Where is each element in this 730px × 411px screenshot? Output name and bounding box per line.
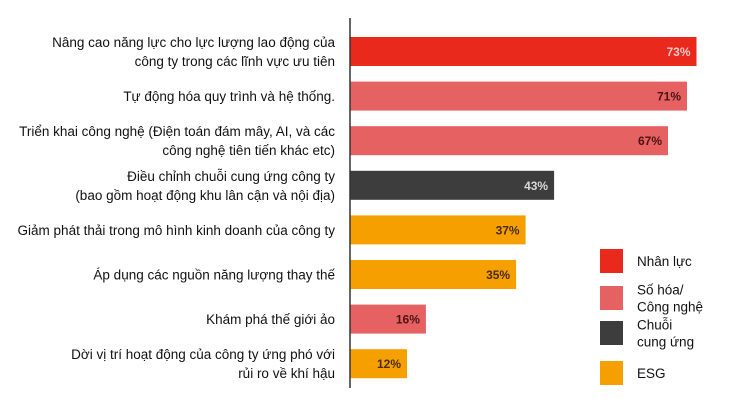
data-label-8: 12% bbox=[377, 357, 401, 371]
data-label-5: 37% bbox=[496, 223, 520, 237]
bar-4 bbox=[350, 170, 555, 200]
bars-group: 73% 71% 67% 43% 37% 35% 16% 12% bbox=[350, 37, 697, 379]
legend-swatch-chuoi bbox=[600, 321, 623, 345]
bar-2 bbox=[350, 81, 687, 111]
legend-label-esg: ESG bbox=[637, 366, 666, 381]
data-label-4: 43% bbox=[524, 179, 548, 193]
bar-3 bbox=[350, 126, 668, 156]
data-label-6: 35% bbox=[486, 268, 510, 282]
data-label-7: 16% bbox=[396, 313, 420, 327]
category-label-5: Giảm phát thải trong mô hình kinh doanh … bbox=[18, 223, 336, 238]
category-label-1: Nâng cao năng lực cho lực lượng lao động… bbox=[52, 35, 335, 69]
category-labels: Nâng cao năng lực cho lực lượng lao động… bbox=[18, 35, 336, 381]
bar-8 bbox=[350, 349, 407, 379]
category-label-4: Điều chỉnh chuỗi cung ứng công ty (bao gồ… bbox=[75, 169, 335, 203]
category-label-3: Triển khai công nghệ (Điện toán đám mây,… bbox=[19, 124, 335, 158]
legend-label-chuoi: Chuỗi cung ứng bbox=[637, 318, 694, 350]
legend-label-so_hoa: Số hóa/Công nghệ bbox=[637, 283, 703, 315]
data-label-1: 73% bbox=[666, 45, 690, 59]
data-label-2: 71% bbox=[657, 90, 681, 104]
bar-7 bbox=[350, 304, 426, 334]
legend-swatch-nhan_luc bbox=[600, 249, 623, 273]
bar-1 bbox=[350, 37, 697, 66]
legend-swatch-esg bbox=[600, 361, 623, 385]
bar-5 bbox=[350, 215, 526, 245]
legend-swatch-so_hoa bbox=[600, 286, 623, 310]
category-label-8: Dời vị trí hoạt động của công ty ứng phó… bbox=[71, 347, 335, 381]
category-label-7: Khám phá thế giới ảo bbox=[206, 312, 335, 327]
category-label-2: Tự động hóa quy trình và hệ thống. bbox=[123, 89, 335, 104]
category-label-6: Áp dụng các nguồn năng lượng thay thế bbox=[93, 268, 335, 283]
bar-6 bbox=[350, 260, 517, 289]
data-label-3: 67% bbox=[638, 134, 662, 148]
legend-label-nhan_luc: Nhân lực bbox=[637, 254, 692, 269]
